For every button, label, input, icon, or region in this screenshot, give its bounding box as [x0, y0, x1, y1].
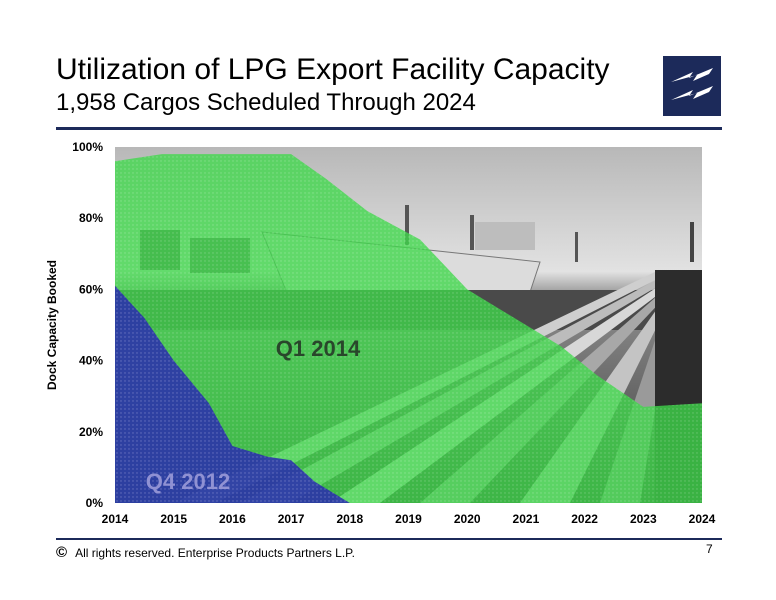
footer-text: All rights reserved. Enterprise Products… [75, 546, 355, 560]
y-axis-label: Dock Capacity Booked [45, 259, 59, 391]
y-tick-label: 60% [79, 282, 103, 296]
page-title: Utilization of LPG Export Facility Capac… [56, 53, 610, 86]
page-subtitle: 1,958 Cargos Scheduled Through 2024 [56, 89, 476, 116]
series-area-q4-2012-texture [115, 285, 702, 503]
y-tick-label: 100% [72, 140, 103, 154]
x-tick-label: 2014 [102, 512, 129, 526]
x-tick-label: 2022 [571, 512, 598, 526]
x-tick-label: 2023 [630, 512, 657, 526]
header-divider [56, 127, 722, 130]
x-tick-label: 2021 [513, 512, 540, 526]
footer: © All rights reserved. Enterprise Product… [56, 544, 355, 561]
y-tick-label: 80% [79, 211, 103, 225]
footer-divider [56, 538, 722, 540]
x-tick-label: 2019 [395, 512, 422, 526]
x-tick-label: 2016 [219, 512, 246, 526]
x-axis-ticks: 2014 2015 2016 2017 2018 2019 2020 2021 2022 2023… [102, 512, 716, 526]
x-tick-label: 2015 [160, 512, 187, 526]
copyright-symbol: © [56, 544, 68, 561]
x-tick-label: 2020 [454, 512, 481, 526]
x-tick-label: 2018 [336, 512, 363, 526]
lightning-icon [671, 68, 713, 100]
y-tick-label: 20% [79, 425, 103, 439]
lightning-logo [663, 56, 721, 116]
x-tick-label: 2017 [278, 512, 305, 526]
y-tick-label: 0% [86, 496, 104, 510]
page-number: 7 [706, 542, 713, 556]
y-tick-label: 40% [79, 354, 103, 368]
annotation-q1-2014: Q1 2014 [276, 336, 361, 361]
x-tick-label: 2024 [689, 512, 716, 526]
series-area-q1-2014-texture [115, 154, 702, 503]
annotation-q4-2012: Q4 2012 [146, 469, 230, 494]
y-axis-ticks: 0% 20% 40% 60% 80% 100% [72, 140, 103, 510]
